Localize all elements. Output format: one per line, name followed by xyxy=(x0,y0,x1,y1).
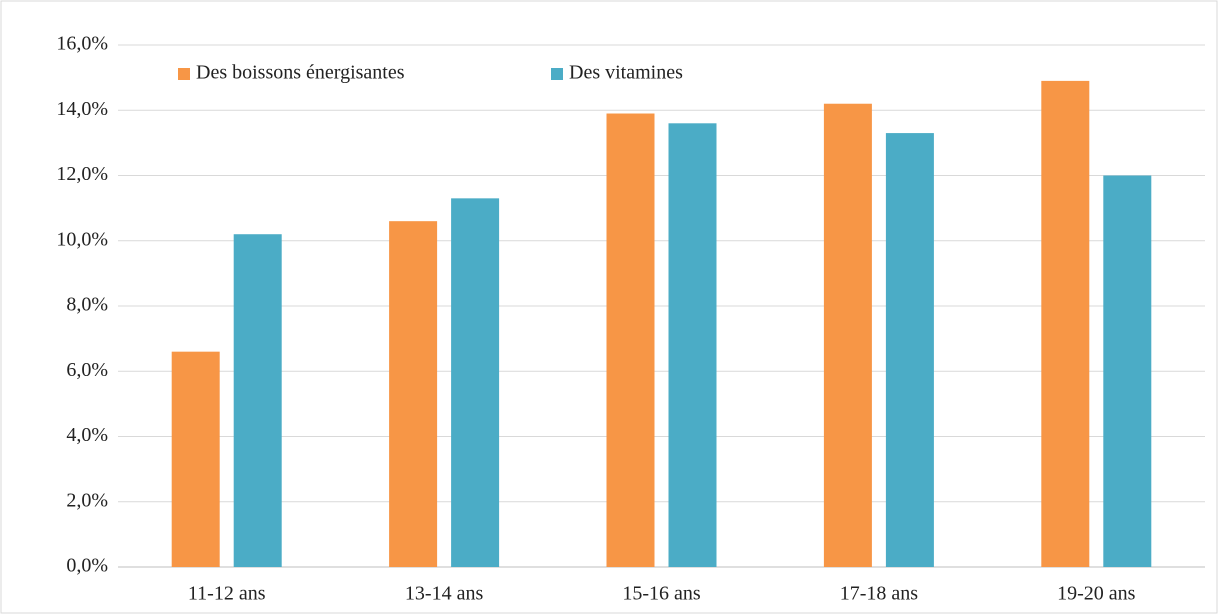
y-tick-label: 2,0% xyxy=(66,489,108,511)
legend-swatch xyxy=(178,68,190,80)
x-tick-label: 11-12 ans xyxy=(188,583,266,605)
y-tick-label: 8,0% xyxy=(66,294,108,316)
bar xyxy=(606,113,655,567)
y-tick-label: 10,0% xyxy=(56,228,108,250)
x-tick-label: 17-18 ans xyxy=(840,583,919,605)
legend-label: Des boissons énergisantes xyxy=(196,62,405,84)
bar xyxy=(389,221,438,568)
bar xyxy=(885,133,934,567)
x-tick-label: 19-20 ans xyxy=(1057,583,1136,605)
bar xyxy=(1041,80,1090,567)
bar xyxy=(233,234,282,567)
bar xyxy=(668,123,717,568)
y-tick-label: 6,0% xyxy=(66,359,108,381)
bar xyxy=(451,198,500,567)
bar xyxy=(823,103,872,567)
y-tick-label: 0,0% xyxy=(66,555,108,577)
x-tick-label: 15-16 ans xyxy=(622,583,701,605)
bar xyxy=(1103,175,1152,567)
bar xyxy=(171,351,220,567)
y-tick-label: 12,0% xyxy=(56,163,108,185)
x-tick-label: 13-14 ans xyxy=(405,583,484,605)
legend-swatch xyxy=(551,68,563,80)
y-tick-label: 4,0% xyxy=(66,424,108,446)
y-tick-label: 16,0% xyxy=(56,33,108,55)
y-tick-label: 14,0% xyxy=(56,98,108,120)
legend-label: Des vitamines xyxy=(569,62,683,84)
